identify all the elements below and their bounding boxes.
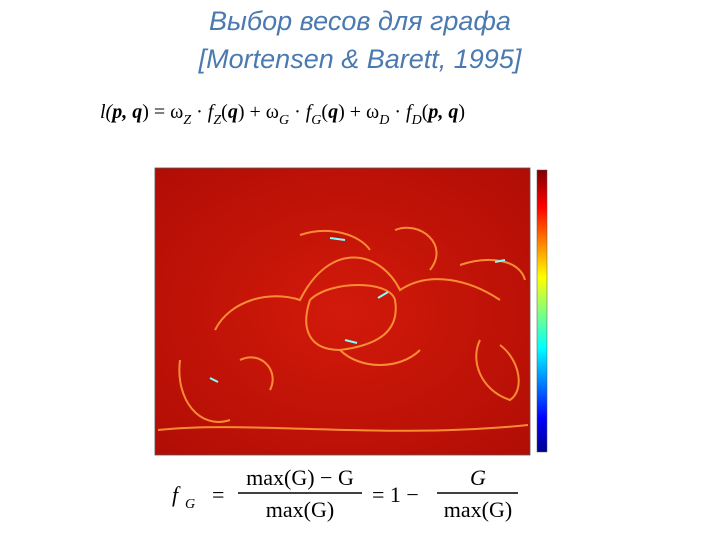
formula-part: · <box>191 101 208 123</box>
formula-part: ( <box>422 101 429 123</box>
title-line: [Mortensen & Barett, 1995] <box>198 44 523 74</box>
image-highlights <box>209 237 506 383</box>
formula-part: l( <box>100 101 114 123</box>
formula-part: G <box>311 113 321 128</box>
formula-part: ) <box>458 101 465 123</box>
formula-part: f <box>208 101 216 123</box>
formula-part: p, q <box>110 101 142 123</box>
formula-part: max(G) − G <box>246 465 354 490</box>
formula-part: Z <box>213 113 221 128</box>
formula-part: ) + ω <box>338 101 379 123</box>
title-line: Выбор весов для графа <box>209 6 511 36</box>
image-contours <box>157 226 529 432</box>
formula-part: D <box>378 113 389 128</box>
formula-part: f <box>172 482 181 507</box>
formula-part: p, q <box>426 101 458 123</box>
formula-part: G <box>185 497 195 512</box>
image-area <box>155 168 530 455</box>
formula: l(p, q) = ωZ · fZ(q) + ωG · fG(q) + ωD ·… <box>100 101 465 128</box>
formula-part: · <box>389 101 406 123</box>
formula-bottom: f G = max(G) − G max(G) = 1 − G max(G) <box>172 465 518 522</box>
formula-part: max(G) <box>444 497 512 522</box>
image-frame <box>154 167 531 456</box>
formula-part: · <box>289 101 306 123</box>
formula-part: D <box>411 113 422 128</box>
formula-part: f <box>406 101 414 123</box>
formula-part: ( <box>321 101 328 123</box>
formula-part: G <box>470 465 486 490</box>
formula-part: ) + ω <box>238 101 279 123</box>
formula-part: q <box>328 101 338 123</box>
formula-part: Z <box>183 113 191 128</box>
colorbar <box>536 169 548 453</box>
formula-part: max(G) <box>266 497 334 522</box>
formula-part: G <box>279 113 289 128</box>
formula-part: = 1 − <box>372 482 419 507</box>
formula-part: = <box>212 482 224 507</box>
formula-part: ( <box>221 101 228 123</box>
formula-part: ) = ω <box>142 101 183 123</box>
edge-map-image <box>154 167 548 456</box>
formula-part: q <box>228 101 238 123</box>
formula-part: f <box>306 101 314 123</box>
